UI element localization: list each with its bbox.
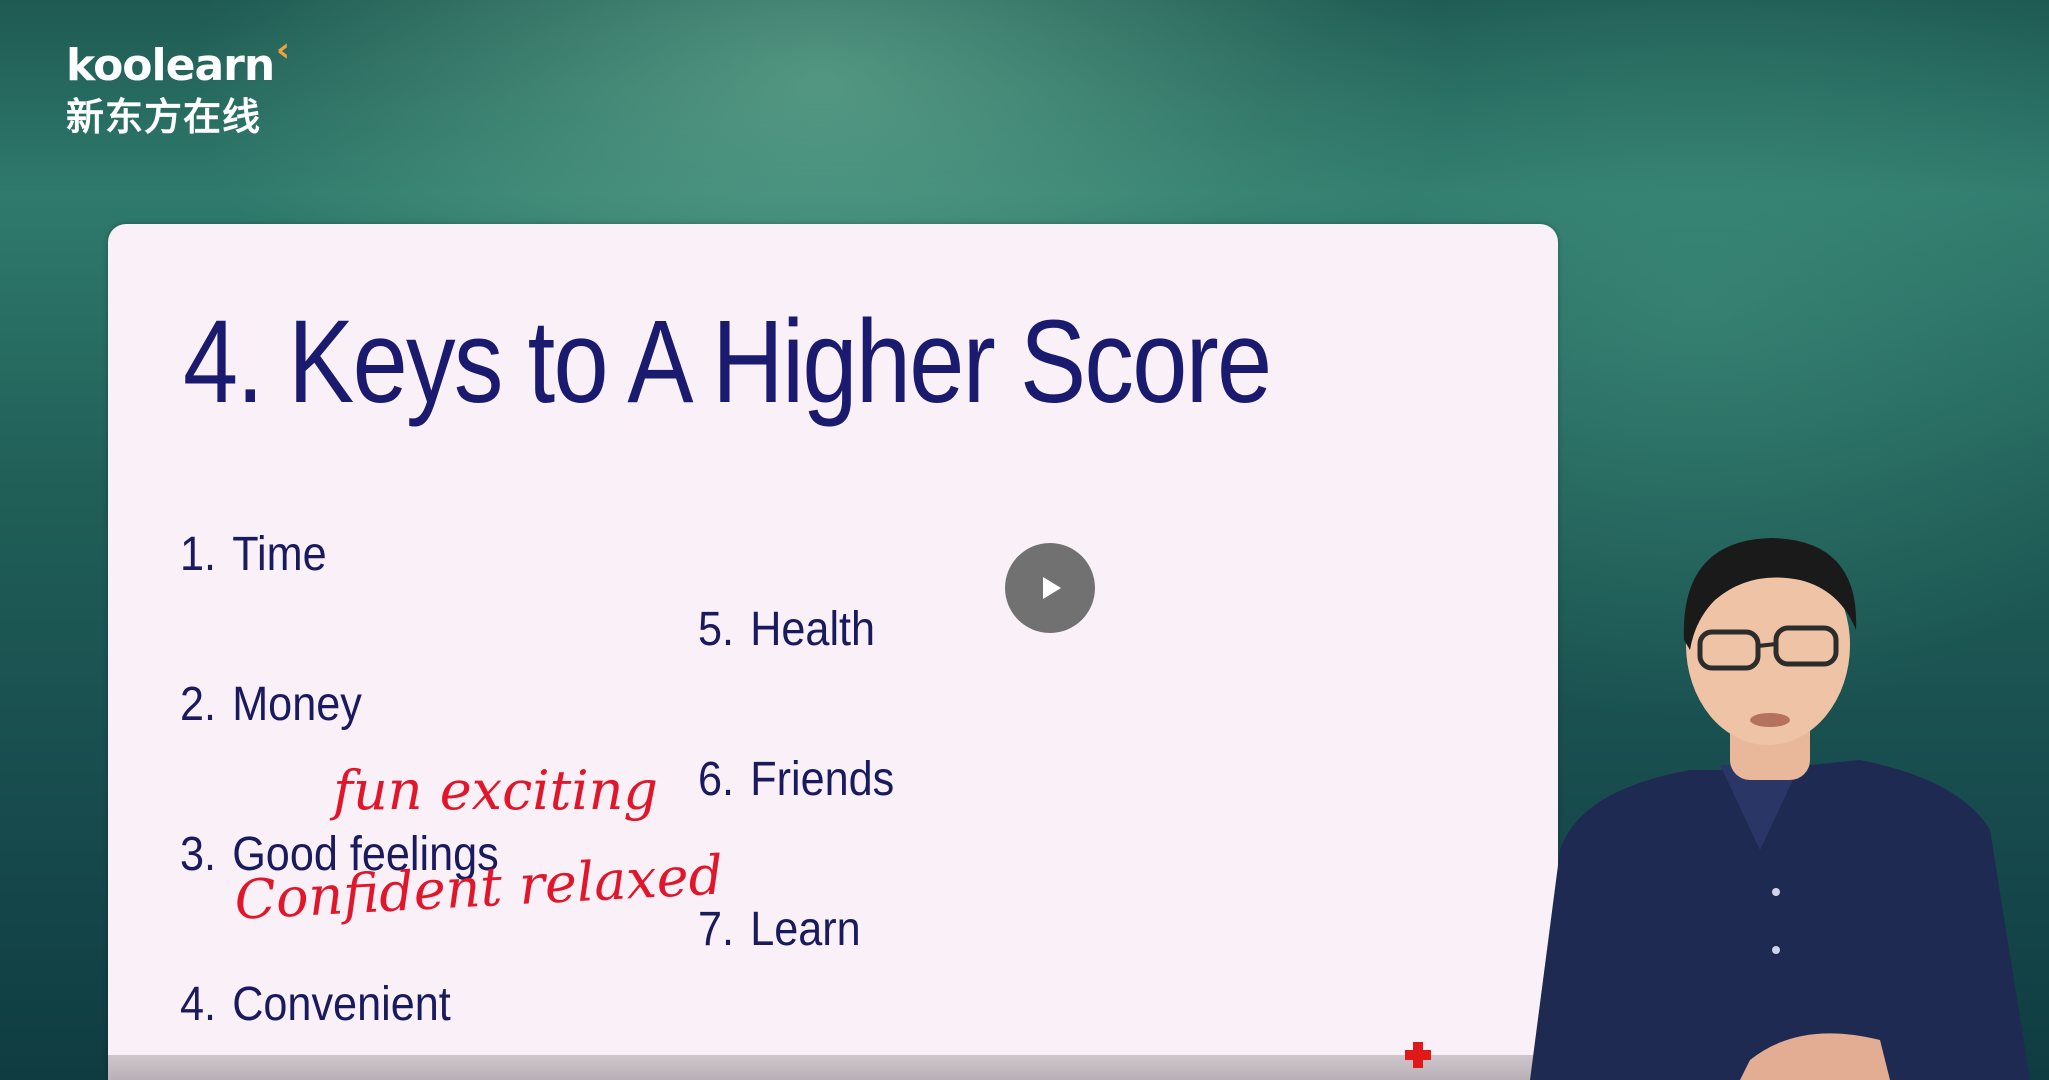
- list-item-money: 2. Money: [180, 677, 362, 732]
- list-item-number: 3.: [180, 828, 217, 881]
- logo-chevron-icon: ‹: [276, 30, 291, 70]
- list-item-label: Health: [750, 603, 876, 656]
- list-item-number: 5.: [698, 603, 735, 656]
- list-item-label: Learn: [750, 903, 861, 956]
- list-item-label: Convenient: [232, 978, 451, 1031]
- list-item-label: Friends: [750, 753, 895, 806]
- list-item-number: 2.: [180, 678, 217, 731]
- list-item-health: 5. Health: [698, 602, 875, 657]
- list-item-number: 6.: [698, 753, 735, 806]
- koolearn-logo: koolearn ‹ 新东方在线: [66, 30, 306, 140]
- list-item-label: Good feelings: [232, 828, 499, 881]
- pen-cursor-icon: [1405, 1042, 1431, 1068]
- list-item-number: 7.: [698, 903, 735, 956]
- list-item-number: 1.: [180, 528, 217, 581]
- presenter-figure: [1530, 538, 2030, 1080]
- play-button[interactable]: [1005, 543, 1095, 633]
- presentation-slide: 4. Keys to A Higher Score 1. Time 2. Money…: [108, 224, 1558, 1080]
- list-item-time: 1. Time: [180, 527, 327, 582]
- slide-title: 4. Keys to A Higher Score: [183, 296, 1272, 428]
- logo-chinese-name: 新东方在线: [66, 95, 262, 139]
- list-item-learn: 7. Learn: [698, 902, 861, 957]
- logo-wordmark: koolearn: [66, 40, 275, 91]
- list-item-friends: 6. Friends: [698, 752, 894, 807]
- list-item-convenient: 4. Convenient: [180, 977, 451, 1032]
- play-icon: [1043, 577, 1061, 599]
- list-item-number: 4.: [180, 978, 217, 1031]
- handwritten-annotation: fun exciting: [333, 759, 658, 822]
- list-item-label: Time: [232, 528, 327, 581]
- list-item-label: Money: [232, 678, 362, 731]
- list-item-good-feelings: 3. Good feelings: [180, 827, 499, 882]
- slide-bottom-edge: [108, 1055, 1558, 1080]
